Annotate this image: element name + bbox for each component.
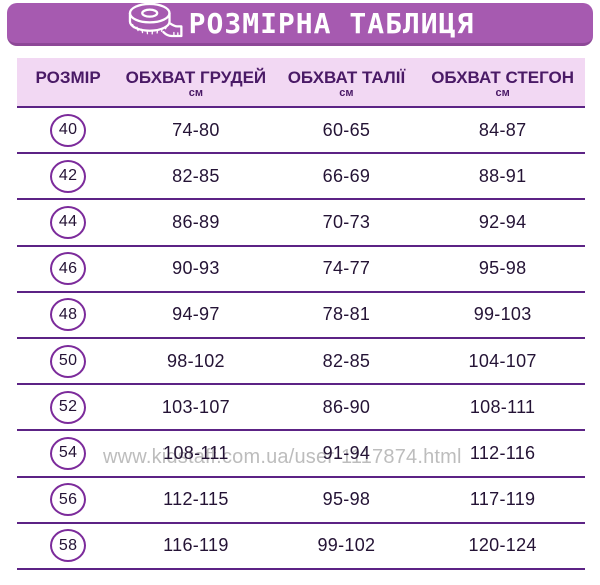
size-value: 58 (58, 536, 78, 554)
column-unit: см (339, 87, 354, 99)
table-row: 44 86-89 70-73 92-94 (17, 200, 585, 247)
page-title: РОЗМІРНА ТАБЛИЦЯ (188, 6, 475, 40)
column-header-hips: ОБХВАТ СТЕГОН см (420, 58, 585, 106)
chest-value: 94-97 (172, 304, 220, 325)
table-row: 46 90-93 74-77 95-98 (17, 247, 585, 293)
table-row: 50 98-102 82-85 104-107 (17, 339, 585, 386)
column-label: ОБХВАТ СТЕГОН (431, 68, 575, 87)
size-cell: 46 (17, 252, 119, 286)
size-value: 52 (58, 398, 78, 416)
table-row: 40 74-80 60-65 84-87 (17, 108, 585, 155)
table-row: 52 103-107 86-90 108-111 (17, 385, 585, 432)
size-badge: 58 (50, 529, 87, 563)
chest-value: 103-107 (161, 396, 230, 417)
waist-value: 70-73 (322, 211, 371, 232)
size-cell: 44 (17, 205, 119, 239)
size-badge: 42 (50, 159, 87, 193)
table-row: 48 94-97 78-81 99-103 (17, 293, 585, 339)
size-badge: 52 (50, 390, 87, 424)
waist-value: 82-85 (322, 350, 371, 371)
hips-value: 99-103 (473, 304, 532, 325)
hips-value: 117-119 (469, 489, 536, 510)
size-badge: 50 (50, 344, 87, 378)
table-row: 56 112-115 95-98 117-119 (17, 478, 585, 524)
waist-value: 74-77 (322, 258, 371, 279)
chest-value: 86-89 (172, 211, 220, 232)
chest-value: 74-80 (172, 119, 220, 140)
chest-value: 112-115 (163, 489, 229, 510)
size-value: 56 (58, 490, 78, 508)
waist-value: 66-69 (322, 165, 371, 186)
size-cell: 48 (17, 298, 119, 332)
size-badge: 54 (50, 436, 87, 470)
waist-value: 86-90 (322, 396, 371, 417)
hips-value: 92-94 (478, 211, 527, 232)
size-cell: 56 (17, 483, 119, 517)
column-label: РОЗМІР (35, 68, 101, 87)
chest-value: 82-85 (172, 165, 220, 186)
table-row: 42 82-85 66-69 88-91 (17, 154, 585, 201)
size-badge: 48 (50, 298, 87, 332)
size-value: 46 (58, 259, 78, 277)
size-cell: 52 (17, 390, 119, 424)
size-badge: 46 (50, 252, 87, 286)
size-value: 54 (58, 444, 78, 462)
waist-value: 60-65 (322, 119, 371, 140)
size-value: 48 (58, 305, 78, 323)
size-cell: 50 (17, 344, 119, 378)
hips-value: 112-116 (469, 442, 536, 463)
column-header-size: РОЗМІР (17, 58, 119, 106)
chest-value: 116-119 (163, 535, 229, 556)
column-header-chest: ОБХВАТ ГРУДЕЙ см (119, 58, 272, 106)
title-bar: РОЗМІРНА ТАБЛИЦЯ (7, 2, 593, 46)
size-badge: 44 (50, 205, 87, 239)
size-value: 44 (58, 213, 78, 231)
column-label: ОБХВАТ ТАЛІЇ (287, 68, 406, 87)
table-row: 58 116-119 99-102 120-124 (17, 524, 585, 570)
size-value: 40 (58, 121, 78, 139)
chest-value: 98-102 (166, 350, 225, 371)
waist-value: 78-81 (322, 304, 371, 325)
watermark-text: www.kidstaff.com.ua/user-1117874.html (103, 446, 462, 468)
size-cell: 58 (17, 529, 119, 563)
waist-value: 95-98 (322, 489, 371, 510)
size-cell: 40 (17, 113, 119, 147)
size-badge: 40 (50, 113, 87, 147)
chest-value: 108-111 (163, 442, 229, 463)
size-cell: 42 (17, 159, 119, 193)
size-table: РОЗМІР ОБХВАТ ГРУДЕЙ см ОБХВАТ ТАЛІЇ см … (17, 58, 585, 570)
waist-value: 99-102 (317, 535, 376, 556)
hips-value: 88-91 (478, 165, 527, 186)
size-badge: 56 (50, 483, 87, 517)
waist-value: 91-94 (322, 442, 371, 463)
hips-value: 95-98 (478, 258, 527, 279)
size-cell: 54 (17, 436, 119, 470)
size-value: 50 (58, 352, 78, 370)
hips-value: 108-111 (469, 396, 536, 417)
column-unit: см (188, 87, 204, 99)
table-row: 54 108-111 91-94 112-116 (17, 431, 585, 478)
size-table-body: 40 74-80 60-65 84-87 42 82-85 66-69 88-9… (17, 108, 585, 570)
table-header-row: РОЗМІР ОБХВАТ ГРУДЕЙ см ОБХВАТ ТАЛІЇ см … (17, 58, 585, 108)
chest-value: 90-93 (172, 258, 220, 279)
column-header-waist: ОБХВАТ ТАЛІЇ см (273, 58, 421, 106)
hips-value: 120-124 (468, 535, 537, 556)
size-value: 42 (58, 167, 78, 185)
hips-value: 84-87 (478, 119, 527, 140)
measuring-tape-icon (126, 2, 184, 46)
column-label: ОБХВАТ ГРУДЕЙ (125, 68, 267, 87)
hips-value: 104-107 (468, 350, 537, 371)
column-unit: см (495, 87, 510, 99)
